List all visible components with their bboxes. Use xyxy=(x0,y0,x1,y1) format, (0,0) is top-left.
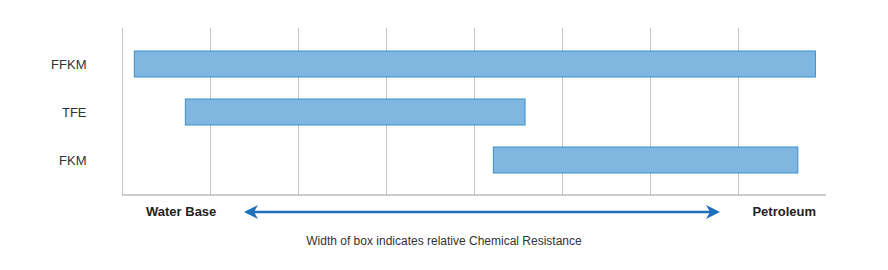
svg-text:TFE: TFE xyxy=(62,105,87,120)
svg-text:FKM: FKM xyxy=(59,153,86,168)
svg-text:Water Base: Water Base xyxy=(146,204,216,219)
svg-text:FFKM: FFKM xyxy=(51,57,86,72)
html-text:Width of box indicates relativ: Width of box indicates relative Chemical… xyxy=(306,234,582,248)
svg-text:Petroleum: Petroleum xyxy=(752,204,816,219)
